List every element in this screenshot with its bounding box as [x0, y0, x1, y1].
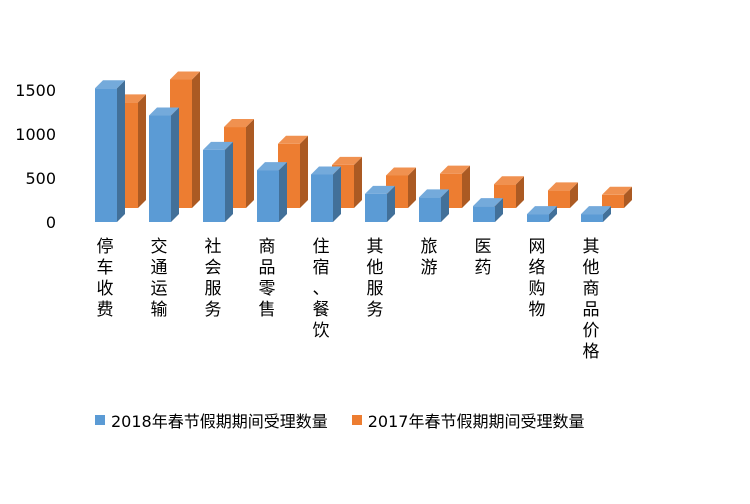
x-tick-label: 旅游: [421, 237, 438, 278]
bar-chart: 0 500 1000 1500 停车收费 交通运输 社会服务 商品零售 住宿、餐饮 其他服务 旅游…: [15, 71, 632, 362]
legend-label-2018: 2018年春节假期期间受理数量: [111, 412, 328, 431]
x-tick-label: 医药: [475, 237, 492, 278]
bar-2017: [602, 186, 632, 208]
bar-2018: [527, 206, 557, 222]
x-tick-label: 住宿、餐饮: [313, 237, 330, 341]
bar-2018: [95, 80, 125, 223]
y-tick-label: 1000: [15, 125, 56, 144]
bars: [95, 71, 632, 223]
y-axis: 0 500 1000 1500: [15, 81, 56, 232]
legend: 2018年春节假期期间受理数量 2017年春节假期期间受理数量: [95, 408, 735, 432]
x-tick-label: 网络购物: [529, 237, 546, 320]
y-tick-label: 0: [46, 213, 56, 232]
x-tick-label: 商品零售: [259, 237, 276, 320]
legend-swatch-2018: [95, 415, 105, 425]
bar-2018: [473, 198, 503, 222]
legend-swatch-2017: [351, 415, 362, 425]
legend-item-2017: 2017年春节假期期间受理数量: [351, 408, 585, 432]
y-tick-label: 1500: [15, 81, 56, 100]
x-tick-label: 其他商品价格: [583, 237, 600, 362]
bar-2018: [149, 107, 179, 222]
x-tick-label: 社会服务: [205, 237, 222, 320]
x-tick-label: 其他服务: [367, 237, 384, 320]
bar-2018: [257, 162, 287, 222]
bar-2018: [365, 185, 395, 222]
bar-2018: [203, 141, 233, 222]
x-tick-label: 停车收费: [97, 237, 114, 320]
bar-2018: [311, 166, 341, 222]
y-tick-label: 500: [25, 169, 56, 188]
bar-2018: [419, 189, 449, 222]
legend-label-2017: 2017年春节假期期间受理数量: [367, 412, 585, 431]
bar-2018: [581, 206, 611, 222]
x-tick-label: 交通运输: [151, 237, 168, 320]
legend-item-2018: 2018年春节假期期间受理数量: [95, 408, 328, 432]
bar-2017: [548, 182, 578, 208]
